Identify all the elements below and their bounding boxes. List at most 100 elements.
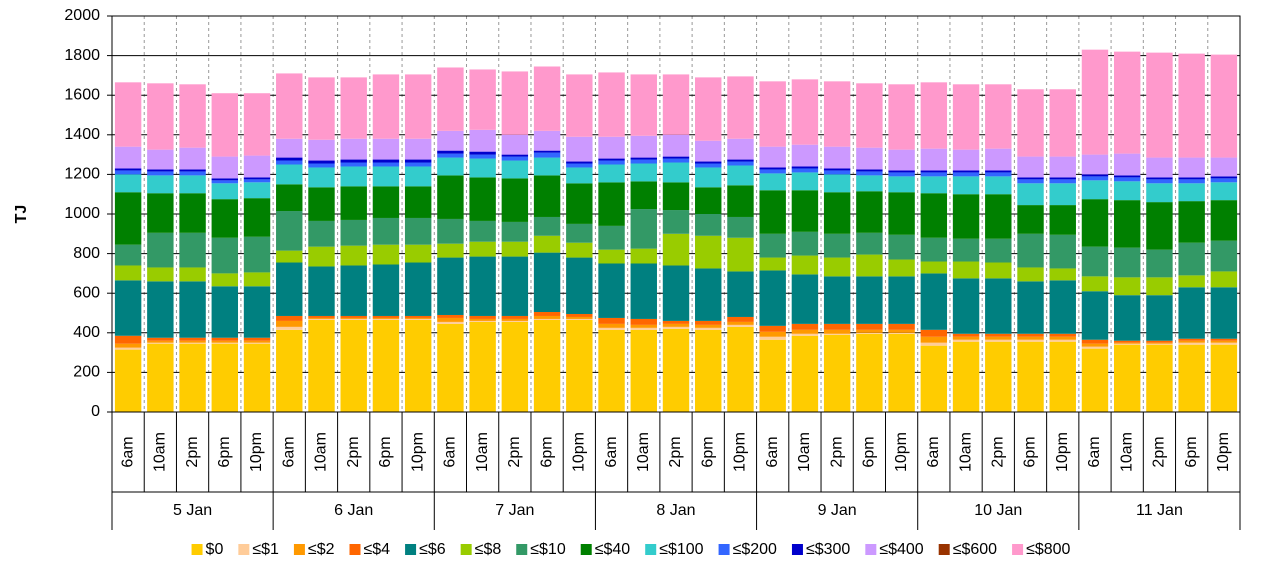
bar-segment bbox=[695, 214, 722, 236]
bar-segment bbox=[630, 318, 657, 325]
bar-segment bbox=[1017, 205, 1044, 234]
bar-segment bbox=[147, 175, 174, 194]
bar-segment bbox=[630, 157, 657, 160]
bar-segment bbox=[598, 158, 625, 161]
bar-segment bbox=[437, 243, 464, 258]
bar-segment bbox=[469, 158, 496, 178]
bar-segment bbox=[276, 250, 303, 263]
bar-segment bbox=[1178, 157, 1205, 178]
bar-segment bbox=[888, 234, 915, 260]
bar-segment bbox=[598, 317, 625, 324]
bar-segment bbox=[695, 161, 722, 164]
x-tick-label: 6pm bbox=[1022, 436, 1039, 467]
bar-segment bbox=[372, 217, 400, 245]
bar-segment bbox=[888, 170, 915, 173]
bar-segment bbox=[469, 321, 496, 412]
bar-segment bbox=[147, 171, 174, 176]
bar-segment bbox=[114, 168, 142, 171]
bar-segment bbox=[308, 160, 335, 164]
bar-segment bbox=[759, 270, 786, 326]
bar-segment bbox=[1178, 275, 1205, 288]
bar-segment bbox=[1049, 333, 1076, 337]
bar-segment bbox=[437, 67, 464, 131]
y-tick-label: 0 bbox=[91, 403, 100, 420]
bar-segment bbox=[308, 77, 335, 140]
bar-segment bbox=[340, 77, 367, 139]
bar-segment bbox=[1081, 199, 1109, 247]
bar-segment bbox=[1178, 53, 1205, 158]
bar-segment bbox=[856, 333, 883, 412]
bar-segment bbox=[179, 342, 206, 344]
bar-segment bbox=[404, 262, 432, 316]
bar-segment bbox=[1049, 341, 1076, 412]
bar-segment bbox=[630, 135, 657, 158]
bar-segment bbox=[1113, 247, 1141, 278]
bar-segment bbox=[308, 187, 335, 221]
bar-segment bbox=[1017, 281, 1044, 334]
bar-segment bbox=[243, 179, 271, 183]
bar-segment bbox=[1113, 342, 1141, 344]
bar-segment bbox=[952, 339, 980, 342]
bar-segment bbox=[1146, 202, 1173, 250]
bar-segment bbox=[276, 138, 303, 158]
bar-segment bbox=[469, 241, 496, 257]
bar-segment bbox=[340, 162, 367, 167]
bar-segment bbox=[759, 169, 786, 174]
bar-segment bbox=[179, 175, 206, 194]
x-tick-label: 10pm bbox=[571, 432, 588, 472]
y-tick-label: 600 bbox=[73, 284, 100, 301]
bar-segment bbox=[759, 81, 786, 147]
bar-segment bbox=[662, 182, 690, 211]
bar-segment bbox=[1210, 344, 1238, 412]
legend-label: ≤$4 bbox=[364, 541, 391, 558]
bar-segment bbox=[952, 333, 980, 337]
bar-segment bbox=[437, 257, 464, 315]
legend-label: ≤$2 bbox=[308, 541, 335, 558]
bar-segment bbox=[1113, 175, 1141, 178]
bar-segment bbox=[533, 315, 561, 319]
bar-segment bbox=[179, 337, 206, 341]
bar-segment bbox=[437, 314, 464, 318]
bar-segment bbox=[630, 181, 657, 210]
bar-segment bbox=[211, 340, 239, 343]
bar-segment bbox=[823, 257, 851, 277]
bar-segment bbox=[888, 259, 915, 277]
bar-segment bbox=[276, 326, 303, 330]
bar-segment bbox=[340, 317, 367, 319]
x-tick-label: 6pm bbox=[1183, 436, 1200, 467]
bar-segment bbox=[952, 341, 980, 412]
bar-segment bbox=[1210, 176, 1238, 179]
bar-segment bbox=[1049, 156, 1076, 178]
bar-segment bbox=[759, 257, 786, 271]
y-tick-label: 400 bbox=[73, 324, 100, 341]
bar-segment bbox=[952, 194, 980, 239]
bar-segment bbox=[276, 184, 303, 212]
bar-segment bbox=[1049, 205, 1076, 235]
bar-segment bbox=[920, 329, 948, 337]
bar-segment bbox=[147, 169, 174, 172]
x-tick-label: 6am bbox=[1086, 436, 1103, 467]
bar-segment bbox=[211, 180, 239, 184]
bar-segment bbox=[727, 76, 754, 139]
bar-segment bbox=[1081, 339, 1109, 344]
bar-segment bbox=[1210, 338, 1238, 341]
bar-segment bbox=[211, 178, 239, 181]
bar-segment bbox=[211, 273, 239, 287]
bar-segment bbox=[630, 324, 657, 328]
bar-segment bbox=[533, 235, 561, 253]
bar-segment bbox=[1178, 177, 1205, 180]
bar-segment bbox=[1146, 344, 1173, 412]
bar-segment bbox=[1081, 276, 1109, 292]
legend-label: $0 bbox=[206, 541, 224, 558]
bar-segment bbox=[1017, 177, 1044, 180]
bar-segment bbox=[276, 262, 303, 316]
x-tick-label: 2pm bbox=[1151, 436, 1168, 467]
bar-segment bbox=[147, 83, 174, 150]
bar-segment bbox=[340, 166, 367, 187]
bar-segment bbox=[888, 172, 915, 177]
bar-segment bbox=[179, 343, 206, 412]
bar-segment bbox=[695, 268, 722, 321]
bar-segment bbox=[630, 329, 657, 412]
bar-segment bbox=[1049, 336, 1076, 340]
bar-segment bbox=[147, 337, 174, 341]
